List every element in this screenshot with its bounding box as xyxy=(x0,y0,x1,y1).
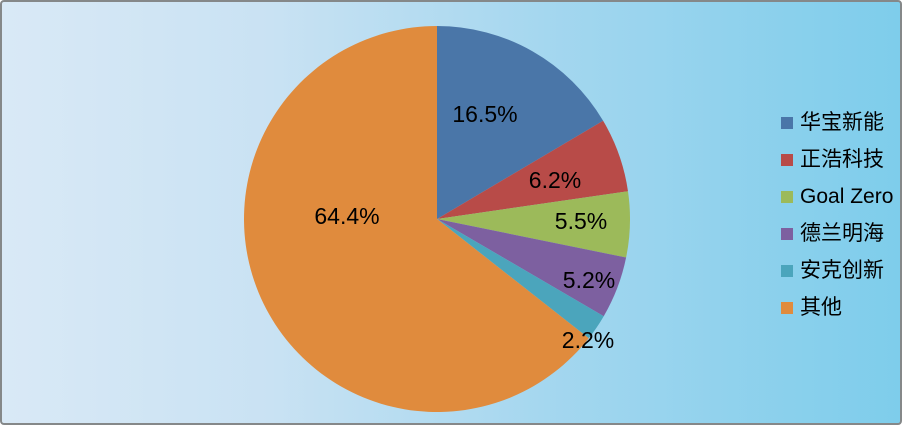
legend-item-1: 正浩科技 xyxy=(781,141,893,178)
legend-label: 其他 xyxy=(800,296,842,319)
pie-slice-1 xyxy=(437,120,628,219)
legend-label: 安克创新 xyxy=(800,259,884,282)
legend-item-2: Goal Zero xyxy=(781,178,893,215)
pie-label-2: 5.5% xyxy=(555,208,607,234)
chart-legend: 华宝新能正浩科技 Goal Zero 德兰明海安克创新其他 xyxy=(781,104,893,326)
pie-slice-4 xyxy=(437,219,604,339)
legend-item-3: 德兰明海 xyxy=(781,215,893,252)
pie-label-0: 16.5% xyxy=(452,101,517,127)
legend-label: 正浩科技 xyxy=(800,148,884,171)
legend-swatch-icon xyxy=(781,301,793,314)
legend-swatch-icon xyxy=(781,264,793,277)
legend-swatch-icon xyxy=(781,153,793,166)
legend-item-0: 华宝新能 xyxy=(781,104,893,141)
pie-label-3: 5.2% xyxy=(563,267,615,293)
legend-swatch-icon xyxy=(781,116,793,129)
legend-label: 华宝新能 xyxy=(800,111,884,134)
legend-label: 德兰明海 xyxy=(800,222,884,245)
legend-swatch-icon xyxy=(781,190,793,203)
legend-item-4: 安克创新 xyxy=(781,252,893,289)
pie-slice-5 xyxy=(243,26,589,413)
legend-swatch-icon xyxy=(781,227,793,240)
legend-item-5: 其他 xyxy=(781,289,893,326)
pie-label-1: 6.2% xyxy=(529,167,581,193)
pie-slice-0 xyxy=(437,26,604,219)
pie-label-5: 64.4% xyxy=(314,203,379,229)
legend-label: Goal Zero xyxy=(800,185,894,208)
pie-slice-2 xyxy=(437,191,630,258)
pie-label-4: 2.2% xyxy=(562,327,614,353)
pie-slice-3 xyxy=(437,219,627,317)
